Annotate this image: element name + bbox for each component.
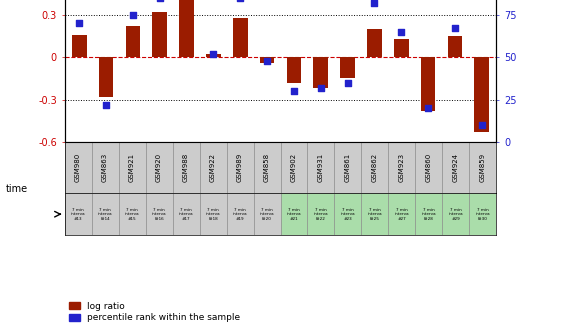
- Text: 7 min
interva
l#22: 7 min interva l#22: [314, 208, 328, 221]
- Bar: [416, 193, 443, 235]
- Text: GSM924: GSM924: [453, 153, 459, 182]
- Bar: [126, 26, 140, 57]
- Bar: [421, 57, 435, 111]
- Bar: [118, 193, 145, 235]
- Bar: [307, 142, 334, 193]
- Bar: [91, 142, 118, 193]
- Bar: [227, 193, 254, 235]
- Text: GSM858: GSM858: [264, 153, 270, 182]
- Bar: [367, 29, 382, 57]
- Text: GSM902: GSM902: [291, 153, 297, 182]
- Text: 7 min
interva
#21: 7 min interva #21: [287, 208, 301, 221]
- Bar: [91, 193, 118, 235]
- Text: GSM923: GSM923: [399, 153, 405, 182]
- Text: 7 min
interva
l#14: 7 min interva l#14: [98, 208, 112, 221]
- Bar: [254, 142, 280, 193]
- Bar: [254, 193, 280, 235]
- Text: GSM861: GSM861: [345, 153, 351, 182]
- Text: GSM989: GSM989: [237, 153, 243, 182]
- Point: [102, 102, 111, 108]
- Bar: [153, 12, 167, 57]
- Point: [263, 58, 272, 63]
- Text: GSM980: GSM980: [75, 153, 81, 182]
- Bar: [443, 142, 470, 193]
- Bar: [307, 193, 334, 235]
- Bar: [179, 0, 194, 57]
- Bar: [280, 142, 307, 193]
- Point: [477, 123, 486, 128]
- Bar: [340, 57, 355, 78]
- Point: [343, 80, 352, 85]
- Text: 7 min
interva
l#16: 7 min interva l#16: [151, 208, 166, 221]
- Bar: [65, 142, 91, 193]
- Text: 7 min
interva
l#20: 7 min interva l#20: [260, 208, 274, 221]
- Bar: [361, 142, 388, 193]
- Bar: [389, 142, 416, 193]
- Point: [397, 29, 406, 34]
- Text: GSM922: GSM922: [210, 153, 216, 182]
- Text: GSM921: GSM921: [129, 153, 135, 182]
- Bar: [65, 193, 91, 235]
- Bar: [416, 142, 443, 193]
- Bar: [470, 142, 496, 193]
- Bar: [200, 193, 227, 235]
- Point: [128, 12, 137, 17]
- Text: GSM859: GSM859: [480, 153, 486, 182]
- Bar: [206, 54, 221, 57]
- Bar: [334, 142, 361, 193]
- Text: 7 min
interva
#23: 7 min interva #23: [341, 208, 355, 221]
- Text: GSM862: GSM862: [372, 153, 378, 182]
- Bar: [72, 35, 86, 57]
- Text: 7 min
interva
#13: 7 min interva #13: [71, 208, 85, 221]
- Text: 7 min
interva
#27: 7 min interva #27: [395, 208, 410, 221]
- Bar: [233, 18, 247, 57]
- Bar: [314, 57, 328, 88]
- Point: [450, 26, 459, 31]
- Text: GSM931: GSM931: [318, 153, 324, 182]
- Point: [209, 51, 218, 57]
- Bar: [470, 193, 496, 235]
- Text: 7 min
interva
#15: 7 min interva #15: [125, 208, 139, 221]
- Bar: [99, 57, 113, 97]
- Point: [370, 0, 379, 6]
- Bar: [334, 193, 361, 235]
- Text: 7 min
interva
#19: 7 min interva #19: [233, 208, 247, 221]
- Point: [424, 106, 433, 111]
- Point: [316, 85, 325, 91]
- Bar: [394, 39, 408, 57]
- Text: time: time: [6, 184, 27, 194]
- Text: 7 min
interva
l#30: 7 min interva l#30: [476, 208, 490, 221]
- Bar: [280, 193, 307, 235]
- Point: [289, 89, 298, 94]
- Text: 7 min
interva
#17: 7 min interva #17: [179, 208, 194, 221]
- Bar: [173, 142, 200, 193]
- Text: 7 min
interva
l#28: 7 min interva l#28: [422, 208, 436, 221]
- Text: GSM860: GSM860: [426, 153, 432, 182]
- Legend: log ratio, percentile rank within the sample: log ratio, percentile rank within the sa…: [69, 302, 240, 322]
- Bar: [448, 36, 462, 57]
- Point: [75, 21, 84, 26]
- Bar: [118, 142, 145, 193]
- Bar: [475, 57, 489, 132]
- Text: 7 min
interva
#29: 7 min interva #29: [449, 208, 463, 221]
- Text: 7 min
interva
l#18: 7 min interva l#18: [206, 208, 220, 221]
- Bar: [145, 142, 173, 193]
- Bar: [145, 193, 173, 235]
- Bar: [361, 193, 388, 235]
- Bar: [287, 57, 301, 83]
- Bar: [443, 193, 470, 235]
- Bar: [260, 57, 274, 63]
- Text: GSM988: GSM988: [183, 153, 189, 182]
- Bar: [227, 142, 254, 193]
- Bar: [200, 142, 227, 193]
- Text: GSM920: GSM920: [156, 153, 162, 182]
- Bar: [173, 193, 200, 235]
- Bar: [389, 193, 416, 235]
- Text: 7 min
interva
l#25: 7 min interva l#25: [367, 208, 382, 221]
- Text: GSM863: GSM863: [102, 153, 108, 182]
